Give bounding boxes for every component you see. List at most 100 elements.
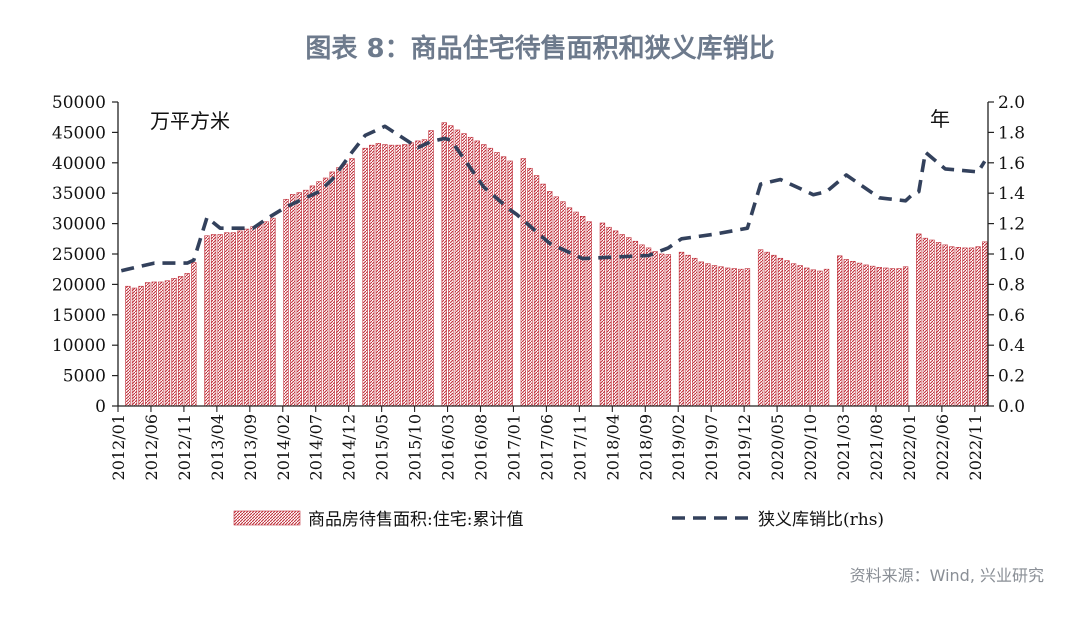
x-tick-label: 2017/11 bbox=[570, 414, 589, 480]
x-tick-label: 2016/03 bbox=[439, 414, 458, 480]
bar bbox=[692, 257, 698, 407]
bar bbox=[639, 244, 645, 407]
x-tick-label: 2017/06 bbox=[537, 414, 556, 480]
x-tick-label: 2020/05 bbox=[768, 414, 787, 480]
bar bbox=[975, 246, 981, 407]
bar bbox=[738, 268, 744, 407]
bar bbox=[771, 254, 777, 407]
bar bbox=[566, 207, 573, 407]
left-tick-label: 15000 bbox=[52, 306, 106, 326]
bar bbox=[547, 191, 553, 407]
x-tick-label: 2015/10 bbox=[406, 414, 425, 480]
x-tick-label: 2022/11 bbox=[966, 414, 985, 480]
bar bbox=[177, 276, 184, 407]
bar bbox=[263, 221, 269, 407]
bar bbox=[402, 144, 408, 407]
x-tick-label: 2013/04 bbox=[208, 414, 227, 480]
bar bbox=[184, 273, 190, 407]
right-tick-label: 1.4 bbox=[998, 184, 1025, 204]
bar bbox=[665, 254, 672, 407]
x-tick-label: 2022/01 bbox=[900, 414, 919, 480]
bar bbox=[533, 175, 540, 407]
x-tick-label: 2012/06 bbox=[142, 414, 161, 480]
right-tick-label: 1.6 bbox=[998, 154, 1025, 174]
bar bbox=[388, 144, 395, 407]
x-tick-label: 2019/02 bbox=[669, 414, 688, 480]
bar bbox=[790, 263, 797, 407]
bar bbox=[876, 267, 882, 407]
x-tick-label: 2021/03 bbox=[834, 414, 853, 480]
bar bbox=[632, 240, 639, 407]
bar bbox=[804, 267, 810, 407]
x-tick-label: 2012/11 bbox=[175, 414, 194, 480]
left-tick-label: 30000 bbox=[52, 215, 106, 235]
bar bbox=[257, 223, 263, 407]
bar bbox=[507, 160, 513, 407]
legend-line-label: 狭义库销比(rhs) bbox=[758, 510, 884, 530]
bar bbox=[619, 234, 625, 407]
left-tick-label: 45000 bbox=[52, 123, 106, 143]
bar bbox=[270, 217, 276, 407]
bar bbox=[217, 234, 223, 407]
bar bbox=[659, 253, 665, 407]
bar bbox=[711, 265, 718, 407]
right-unit-label: 年 bbox=[930, 107, 950, 131]
bar bbox=[863, 264, 869, 407]
bar bbox=[586, 221, 592, 407]
bar bbox=[408, 142, 414, 407]
bar bbox=[764, 251, 770, 407]
bar bbox=[902, 266, 909, 407]
bar-series bbox=[125, 122, 988, 407]
bar bbox=[797, 265, 803, 407]
bar bbox=[916, 233, 922, 407]
bar bbox=[164, 280, 171, 407]
bar bbox=[322, 177, 329, 407]
ratio-line bbox=[120, 124, 987, 273]
bar bbox=[968, 247, 975, 407]
bar bbox=[362, 147, 368, 407]
bar bbox=[191, 262, 197, 407]
bar bbox=[171, 278, 177, 407]
bar bbox=[645, 247, 652, 407]
bar bbox=[599, 222, 606, 407]
bar bbox=[375, 143, 382, 407]
right-tick-label: 0.8 bbox=[998, 275, 1025, 295]
x-tick-label: 2019/07 bbox=[702, 414, 721, 480]
bar bbox=[151, 281, 157, 407]
bar bbox=[283, 198, 289, 407]
bar bbox=[243, 228, 250, 407]
left-tick-label: 35000 bbox=[52, 184, 106, 204]
bar bbox=[382, 144, 388, 407]
bar bbox=[718, 266, 724, 407]
bar bbox=[869, 265, 876, 407]
bar bbox=[230, 232, 237, 407]
bar bbox=[685, 254, 691, 407]
bar bbox=[329, 171, 335, 407]
x-tick-label: 2014/02 bbox=[274, 414, 293, 480]
bar bbox=[125, 285, 131, 407]
bar bbox=[158, 281, 164, 407]
bar bbox=[652, 251, 658, 407]
left-tick-label: 40000 bbox=[52, 154, 106, 174]
bar bbox=[349, 158, 355, 407]
bar bbox=[553, 196, 559, 407]
bar bbox=[428, 130, 434, 407]
right-tick-label: 1.0 bbox=[998, 245, 1025, 265]
right-tick-label: 0.2 bbox=[998, 367, 1025, 387]
x-tick-label: 2020/10 bbox=[801, 414, 820, 480]
x-tick-label: 2014/12 bbox=[340, 414, 359, 480]
bar bbox=[131, 287, 138, 407]
chart-title: 图表 8：商品住宅待售面积和狭义库销比 bbox=[305, 34, 775, 64]
bar bbox=[316, 181, 322, 407]
bar bbox=[204, 235, 210, 407]
bar bbox=[626, 237, 632, 407]
x-tick-label: 2021/08 bbox=[867, 414, 886, 480]
bar bbox=[579, 216, 586, 407]
bar bbox=[883, 267, 889, 407]
bar bbox=[487, 147, 494, 407]
x-tick-label: 2022/06 bbox=[933, 414, 952, 480]
bar bbox=[929, 239, 935, 407]
bar bbox=[237, 230, 243, 407]
x-tick-label: 2012/01 bbox=[109, 414, 128, 480]
bar bbox=[731, 268, 737, 407]
